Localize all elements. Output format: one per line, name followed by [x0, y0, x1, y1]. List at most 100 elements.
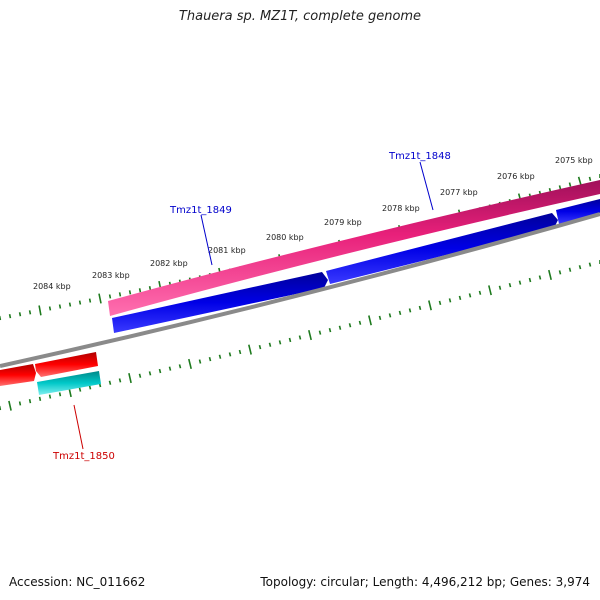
minor-tick — [298, 335, 302, 340]
minor-tick — [148, 371, 152, 376]
minor-tick — [528, 277, 532, 283]
minor-tick — [158, 368, 162, 374]
tick-label: 2080 kbp — [266, 233, 304, 242]
minor-tick — [348, 323, 352, 328]
tick-label: 2083 kbp — [92, 271, 130, 280]
major-tick — [128, 373, 132, 384]
minor-tick — [138, 288, 142, 293]
minor-tick — [388, 313, 392, 318]
gene-arrow-tmz1t-1850-red[interactable] — [35, 352, 98, 377]
minor-tick — [328, 328, 332, 333]
minor-tick — [468, 293, 472, 298]
minor-tick — [48, 306, 52, 311]
minor-tick — [218, 354, 222, 359]
minor-tick — [28, 399, 32, 404]
minor-tick — [378, 315, 382, 320]
minor-tick — [18, 312, 22, 317]
minor-tick — [588, 176, 592, 181]
minor-tick — [448, 298, 452, 303]
minor-tick — [58, 392, 62, 397]
minor-tick — [418, 305, 422, 311]
minor-tick — [318, 330, 322, 335]
outer-tick-ring — [0, 174, 600, 321]
minor-tick — [458, 295, 462, 300]
minor-tick — [568, 267, 572, 272]
minor-tick — [518, 280, 522, 285]
tick-labels: 2075 kbp 2076 kbp 2077 kbp 2078 kbp 2079… — [33, 156, 593, 291]
gene-arrow-tmz1t-1848[interactable] — [326, 213, 558, 284]
minor-tick — [558, 270, 562, 275]
feature-band-magenta — [108, 180, 600, 316]
minor-tick — [408, 308, 412, 313]
minor-tick — [538, 275, 542, 280]
summary-text: Topology: circular; Length: 4,496,212 bp… — [260, 575, 590, 589]
minor-tick — [58, 304, 62, 309]
minor-tick — [208, 357, 212, 362]
minor-tick — [78, 387, 82, 392]
minor-tick — [198, 359, 202, 364]
minor-tick — [8, 314, 12, 319]
major-tick — [368, 315, 372, 326]
minor-tick — [398, 310, 402, 315]
gene-arrow-right-edge[interactable] — [556, 199, 600, 224]
tick-label: 2077 kbp — [440, 188, 478, 197]
minor-tick — [498, 285, 502, 290]
minor-tick — [128, 290, 132, 295]
major-tick — [98, 293, 102, 304]
major-tick — [488, 285, 492, 296]
major-tick — [8, 400, 12, 411]
map-title: Thauera sp. MZ1T, complete genome — [178, 9, 422, 24]
minor-tick — [588, 262, 592, 267]
minor-tick — [78, 300, 82, 305]
minor-tick — [508, 283, 512, 288]
minor-tick — [258, 345, 262, 350]
minor-tick — [28, 310, 32, 315]
minor-tick — [108, 380, 112, 385]
major-tick — [428, 300, 432, 311]
tick-label: 2079 kbp — [324, 218, 362, 227]
minor-tick — [278, 340, 282, 345]
major-tick — [248, 344, 252, 355]
minor-tick — [438, 300, 442, 305]
major-tick — [308, 330, 312, 341]
genome-backbone — [0, 212, 600, 368]
major-tick — [188, 358, 192, 369]
tick-label: 2075 kbp — [555, 156, 593, 165]
minor-tick — [118, 378, 122, 383]
minor-tick — [108, 294, 112, 299]
callout-line-tmz1t-1848 — [419, 161, 434, 211]
minor-tick — [38, 396, 42, 401]
minor-tick — [338, 325, 342, 330]
minor-tick — [178, 364, 182, 369]
callout-line-tmz1t-1850 — [73, 404, 84, 450]
minor-tick — [88, 385, 92, 390]
minor-tick — [268, 342, 272, 347]
tick-label: 2076 kbp — [497, 172, 535, 181]
gene-label-tmz1t-1848[interactable]: Tmz1t_1848 — [388, 151, 451, 162]
tick-label: 2082 kbp — [150, 259, 188, 268]
minor-tick — [88, 298, 92, 303]
accession-text: Accession: NC_011662 — [9, 575, 146, 589]
minor-tick — [118, 292, 122, 297]
gene-arrow-tmz1t-1850-cyan[interactable] — [37, 371, 101, 395]
gene-arrow-tmz1t-1849[interactable] — [112, 272, 328, 333]
gene-label-tmz1t-1850[interactable]: Tmz1t_1850 — [52, 451, 115, 462]
minor-tick — [568, 182, 572, 187]
minor-tick — [168, 366, 172, 371]
inner-tick-ring — [0, 260, 600, 411]
minor-tick — [288, 337, 292, 343]
callout-line-tmz1t-1849 — [200, 214, 213, 266]
minor-tick — [558, 185, 562, 190]
major-tick — [38, 305, 42, 316]
minor-tick — [68, 302, 72, 307]
minor-tick — [578, 265, 582, 270]
minor-tick — [148, 286, 152, 291]
minor-tick — [478, 290, 482, 295]
gene-label-tmz1t-1849[interactable]: Tmz1t_1849 — [169, 205, 232, 216]
minor-tick — [238, 349, 242, 355]
gene-arrow-red-left[interactable] — [0, 364, 36, 386]
minor-tick — [18, 401, 22, 406]
tick-label: 2084 kbp — [33, 282, 71, 291]
tick-label: 2078 kbp — [382, 204, 420, 213]
